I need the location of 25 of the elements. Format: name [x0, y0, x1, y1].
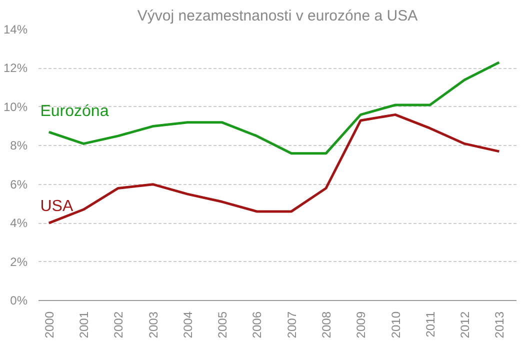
x-tick-label: 2003	[146, 311, 160, 338]
y-tick-label: 12%	[3, 61, 28, 76]
x-tick-label: 2004	[180, 311, 195, 338]
y-tick-label: 4%	[10, 216, 28, 230]
x-tick-label: 2009	[354, 311, 368, 338]
x-tick-label: 2002	[112, 311, 126, 338]
y-tick-label: 14%	[3, 22, 28, 36]
y-tick-label: 8%	[10, 138, 28, 153]
series-label: Eurozóna	[40, 103, 109, 120]
x-tick-label: 2008	[319, 311, 334, 338]
x-tick-label: 2005	[216, 311, 230, 338]
y-tick-label: 2%	[10, 254, 28, 269]
x-tick-label: 2006	[250, 311, 264, 338]
x-tick-label: 2012	[458, 311, 472, 338]
x-tick-label: 2007	[284, 311, 299, 338]
series-label: USA	[40, 198, 74, 216]
y-tick-label: 0%	[10, 294, 28, 308]
x-tick-label: 2000	[42, 311, 56, 338]
x-tick-label: 2011	[423, 311, 438, 338]
x-tick-label: 2010	[388, 311, 403, 338]
chart-title: Vývoj nezamestnanosti v eurozóne a USA	[137, 8, 418, 24]
y-tick-label: 6%	[10, 177, 28, 192]
x-tick-label: 2001	[77, 311, 92, 338]
y-tick-label: 10%	[3, 100, 28, 114]
x-tick-label: 2013	[492, 311, 507, 338]
